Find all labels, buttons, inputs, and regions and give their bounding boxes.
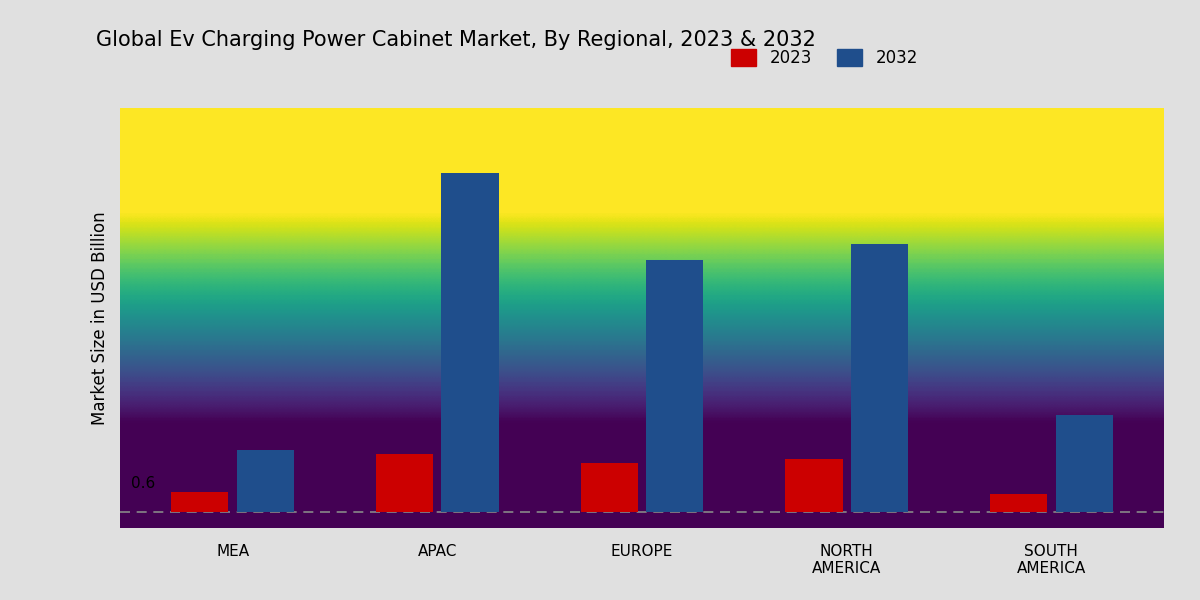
Bar xyxy=(646,260,703,512)
Bar xyxy=(442,173,499,512)
Bar xyxy=(581,463,638,512)
Bar xyxy=(785,458,842,512)
Bar xyxy=(851,244,908,512)
Bar xyxy=(990,494,1048,512)
Bar xyxy=(172,493,228,512)
Bar xyxy=(1056,415,1112,512)
Legend: 2023, 2032: 2023, 2032 xyxy=(722,41,926,76)
Bar xyxy=(236,451,294,512)
Bar xyxy=(376,454,433,512)
Text: Global Ev Charging Power Cabinet Market, By Regional, 2023 & 2032: Global Ev Charging Power Cabinet Market,… xyxy=(96,30,816,50)
Y-axis label: Market Size in USD Billion: Market Size in USD Billion xyxy=(91,211,109,425)
Text: 0.6: 0.6 xyxy=(131,476,155,491)
